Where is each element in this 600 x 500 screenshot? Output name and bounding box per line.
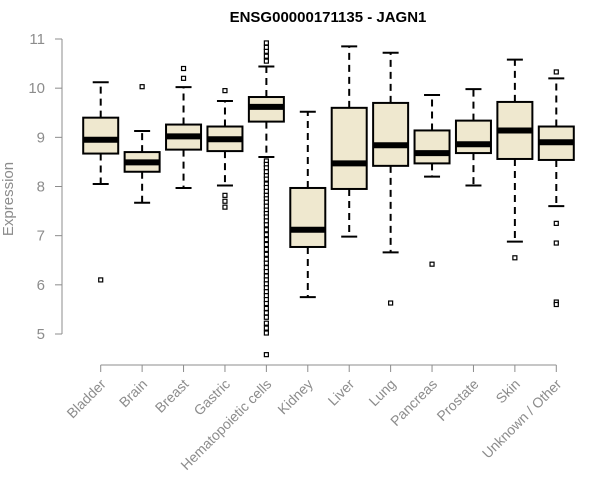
chart-title: ENSG00000171135 - JAGN1: [230, 9, 427, 26]
outlier-point: [263, 300, 269, 307]
outlier-point: [263, 176, 269, 182]
outlier-point: [98, 277, 104, 283]
outlier-point: [222, 192, 228, 198]
y-tick-label: 9: [37, 129, 45, 146]
outlier-point: [263, 246, 269, 253]
outlier-point: [222, 88, 228, 94]
outlier-point: [263, 305, 269, 312]
x-tick-label: Liver: [325, 376, 358, 409]
outlier-point: [180, 75, 187, 81]
box-kidney: [289, 110, 327, 299]
x-tick-label: Skin: [492, 376, 523, 407]
x-tick-label: Breast: [152, 376, 192, 416]
y-tick-label: 5: [37, 326, 45, 343]
box-iqr: [82, 116, 120, 155]
outlier-point: [263, 251, 269, 257]
outlier-point: [263, 320, 269, 326]
outlier-point: [553, 301, 559, 308]
x-tick-label: Brain: [116, 376, 150, 410]
outlier-point: [263, 227, 269, 233]
y-axis: 5 6 7 8 9 10 11: [28, 31, 63, 343]
x-tick-label: Lung: [365, 376, 398, 409]
outlier-point: [263, 330, 269, 336]
outlier-point: [512, 255, 518, 261]
outlier-point: [139, 84, 145, 90]
outlier-point: [429, 261, 435, 267]
outlier-point: [388, 300, 394, 306]
y-tick-label: 6: [37, 277, 45, 294]
y-tick-label: 11: [29, 31, 45, 48]
x-tick-label: Unknown / Other: [479, 376, 565, 462]
box-brain: [123, 84, 161, 204]
box-prostate: [454, 88, 492, 187]
box-gastric: [206, 88, 244, 210]
outlier-point: [263, 53, 269, 59]
outlier-point: [553, 69, 559, 75]
outlier-point: [263, 325, 269, 331]
box-bladder: [82, 81, 120, 283]
outlier-point: [222, 204, 228, 210]
outlier-point: [263, 314, 269, 320]
outlier-point: [180, 65, 187, 72]
outlier-point: [263, 268, 269, 275]
y-tick-label: 8: [37, 179, 45, 196]
outlier-point: [263, 310, 269, 316]
outlier-point: [553, 240, 559, 246]
box-hematopoietic-cells: [247, 40, 285, 358]
y-tick-label: 10: [28, 80, 45, 97]
outlier-point: [263, 241, 269, 248]
box-series: [82, 40, 575, 358]
outlier-point: [263, 237, 269, 243]
y-tick-label: 7: [37, 228, 45, 245]
outlier-point: [222, 198, 228, 204]
y-axis-label: Expression: [0, 162, 17, 236]
x-tick-label: Bladder: [63, 376, 109, 422]
box-pancreas: [413, 94, 451, 267]
box-iqr: [454, 119, 492, 155]
outlier-point: [263, 222, 269, 228]
outlier-point: [263, 352, 269, 358]
outlier-point: [553, 220, 559, 226]
box-liver: [330, 45, 368, 238]
box-skin: [496, 58, 534, 261]
outlier-point: [263, 58, 269, 64]
box-unknown-other: [537, 69, 575, 308]
outlier-point: [263, 260, 269, 266]
box-breast: [165, 65, 203, 189]
box-iqr: [289, 186, 327, 248]
outlier-point: [263, 44, 269, 50]
box-lung: [372, 51, 410, 306]
x-tick-label: Prostate: [433, 376, 481, 424]
box-iqr: [413, 129, 451, 165]
box-iqr: [330, 106, 368, 190]
outlier-point: [263, 40, 269, 46]
x-tick-label: Kidney: [274, 376, 316, 418]
outlier-point: [263, 232, 269, 238]
box-iqr: [372, 101, 410, 167]
